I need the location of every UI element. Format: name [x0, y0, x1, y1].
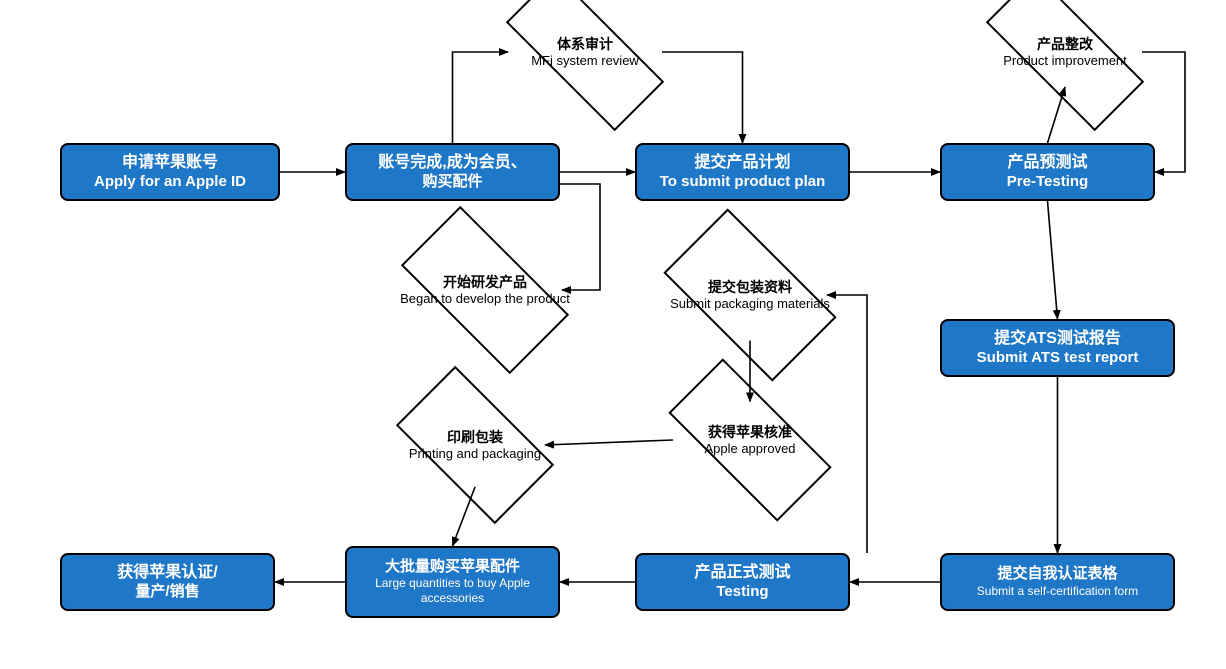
process-account: 账号完成,成为会员、 购买配件: [345, 143, 560, 201]
decision-improve-cn: 产品整改: [1037, 36, 1093, 53]
process-selfcert: 提交自我认证表格 Submit a self-certification for…: [940, 553, 1175, 611]
process-final: 获得苹果认证/ 量产/销售: [60, 553, 275, 611]
process-submitplan-en: To submit product plan: [660, 173, 826, 192]
process-testing-en: Testing: [716, 583, 768, 602]
process-bulk-en: Large quantities to buy Apple accessorie…: [353, 576, 552, 606]
decision-printing-cn: 印刷包装: [447, 429, 503, 446]
decision-mfi-cn: 体系审计: [557, 36, 613, 53]
decision-printing-en: Printing and packaging: [409, 446, 541, 462]
process-pretest-en: Pre-Testing: [1007, 173, 1088, 192]
process-selfcert-en: Submit a self-certification form: [977, 584, 1138, 599]
decision-approved: 获得苹果核准 Apple approved: [640, 385, 860, 495]
decision-improve: 产品整改 Product improvement: [955, 2, 1175, 102]
decision-mfi-en: MFi system review: [531, 53, 639, 69]
process-final-cn: 获得苹果认证/: [117, 563, 217, 583]
decision-approved-cn: 获得苹果核准: [708, 424, 792, 441]
process-ats: 提交ATS测试报告 Submit ATS test report: [940, 319, 1175, 377]
process-account-en: 购买配件: [422, 173, 482, 192]
process-ats-en: Submit ATS test report: [977, 349, 1139, 368]
process-final-en: 量产/销售: [135, 583, 199, 602]
decision-packmat-cn: 提交包装资料: [708, 279, 792, 296]
process-submitplan-cn: 提交产品计划: [694, 153, 790, 173]
decision-approved-en: Apple approved: [704, 441, 795, 457]
decision-mfi: 体系审计 MFi system review: [475, 2, 695, 102]
process-apply-cn: 申请苹果账号: [122, 153, 218, 173]
decision-packmat-en: Submit packaging materials: [670, 296, 830, 312]
process-bulk-cn: 大批量购买苹果配件: [385, 558, 520, 577]
process-apply: 申请苹果账号 Apply for an Apple ID: [60, 143, 280, 201]
process-submitplan: 提交产品计划 To submit product plan: [635, 143, 850, 201]
process-pretest: 产品预测试 Pre-Testing: [940, 143, 1155, 201]
process-pretest-cn: 产品预测试: [1007, 153, 1087, 173]
process-ats-cn: 提交ATS测试报告: [994, 329, 1121, 349]
decision-develop-en: Began to develop the product: [400, 291, 570, 307]
process-testing: 产品正式测试 Testing: [635, 553, 850, 611]
decision-improve-en: Product improvement: [1003, 53, 1127, 69]
decision-develop-cn: 开始研发产品: [443, 274, 527, 291]
process-account-cn: 账号完成,成为会员、: [378, 153, 526, 173]
process-testing-cn: 产品正式测试: [694, 563, 790, 583]
process-apply-en: Apply for an Apple ID: [94, 173, 246, 192]
decision-develop: 开始研发产品 Began to develop the product: [375, 230, 595, 350]
process-selfcert-cn: 提交自我认证表格: [997, 565, 1117, 584]
decision-printing: 印刷包装 Printing and packaging: [375, 385, 575, 505]
process-bulk: 大批量购买苹果配件 Large quantities to buy Apple …: [345, 546, 560, 618]
decision-packmat: 提交包装资料 Submit packaging materials: [640, 230, 860, 360]
